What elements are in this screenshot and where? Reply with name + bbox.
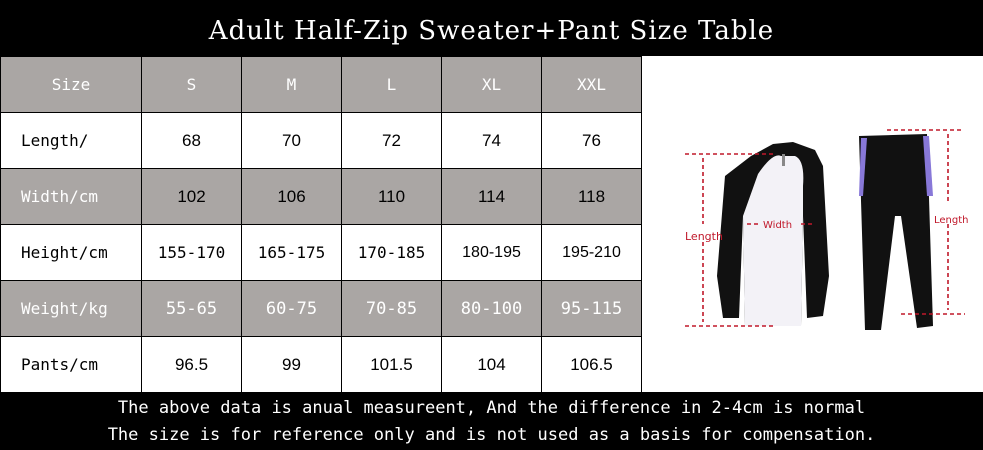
header-cell: Size bbox=[0, 56, 142, 113]
pants-image bbox=[859, 134, 933, 330]
row-label: Height/cm bbox=[0, 224, 142, 281]
table-cell: 60-75 bbox=[241, 280, 342, 337]
table-cell: 102 bbox=[141, 168, 242, 225]
sweater-image bbox=[717, 142, 829, 326]
row-label: Length/ bbox=[0, 112, 142, 169]
pants-length-label: Length bbox=[934, 215, 969, 226]
table-cell: 110 bbox=[341, 168, 442, 225]
footer-note-2: The size is for reference only and is no… bbox=[107, 425, 876, 445]
table-cell: 74 bbox=[441, 112, 542, 169]
table-cell: 106.5 bbox=[541, 336, 642, 393]
size-table: Size S M L XL XXL Length/ 68 70 72 74 76… bbox=[0, 56, 642, 393]
table-cell: 104 bbox=[441, 336, 542, 393]
table-row: Height/cm 155-170 165-175 170-185 180-19… bbox=[0, 224, 642, 281]
table-cell: 95-115 bbox=[541, 280, 642, 337]
table-row: Pants/cm 96.5 99 101.5 104 106.5 bbox=[0, 336, 642, 393]
table-cell: 195-210 bbox=[541, 224, 642, 281]
row-label: Width/cm bbox=[0, 168, 142, 225]
footer-notes: The above data is anual measureent, And … bbox=[0, 392, 983, 450]
footer-note-1: The above data is anual measureent, And … bbox=[117, 398, 866, 418]
table-cell: 180-195 bbox=[441, 224, 542, 281]
table-cell: 70-85 bbox=[341, 280, 442, 337]
table-cell: 101.5 bbox=[341, 336, 442, 393]
table-header-row: Size S M L XL XXL bbox=[0, 56, 642, 113]
row-label: Weight/kg bbox=[0, 280, 142, 337]
table-cell: 155-170 bbox=[141, 224, 242, 281]
table-cell: 76 bbox=[541, 112, 642, 169]
measure-lines bbox=[685, 129, 965, 327]
title-bar: Adult Half-Zip Sweater+Pant Size Table bbox=[0, 0, 983, 56]
table-cell: 68 bbox=[141, 112, 242, 169]
table-cell: 72 bbox=[341, 112, 442, 169]
top-width-label: Width bbox=[763, 220, 792, 231]
table-row: Width/cm 102 106 110 114 118 bbox=[0, 168, 642, 225]
page-title: Adult Half-Zip Sweater+Pant Size Table bbox=[208, 16, 775, 46]
top-length-label: Length bbox=[685, 230, 723, 243]
table-cell: 106 bbox=[241, 168, 342, 225]
table-row: Length/ 68 70 72 74 76 bbox=[0, 112, 642, 169]
header-cell: M bbox=[241, 56, 342, 113]
table-row: Weight/kg 55-65 60-75 70-85 80-100 95-11… bbox=[0, 280, 642, 337]
table-cell: 96.5 bbox=[141, 336, 242, 393]
table-cell: 70 bbox=[241, 112, 342, 169]
table-cell: 80-100 bbox=[441, 280, 542, 337]
table-cell: 165-175 bbox=[241, 224, 342, 281]
table-cell: 118 bbox=[541, 168, 642, 225]
tracksuit-illustration: Length Width Length bbox=[685, 129, 969, 330]
header-cell: S bbox=[141, 56, 242, 113]
header-cell: XL bbox=[441, 56, 542, 113]
row-label: Pants/cm bbox=[0, 336, 142, 393]
header-cell: L bbox=[341, 56, 442, 113]
header-cell: XXL bbox=[541, 56, 642, 113]
table-cell: 170-185 bbox=[341, 224, 442, 281]
garment-measurement-figure: Length Width Length bbox=[643, 56, 983, 392]
table-cell: 99 bbox=[241, 336, 342, 393]
table-cell: 114 bbox=[441, 168, 542, 225]
table-cell: 55-65 bbox=[141, 280, 242, 337]
